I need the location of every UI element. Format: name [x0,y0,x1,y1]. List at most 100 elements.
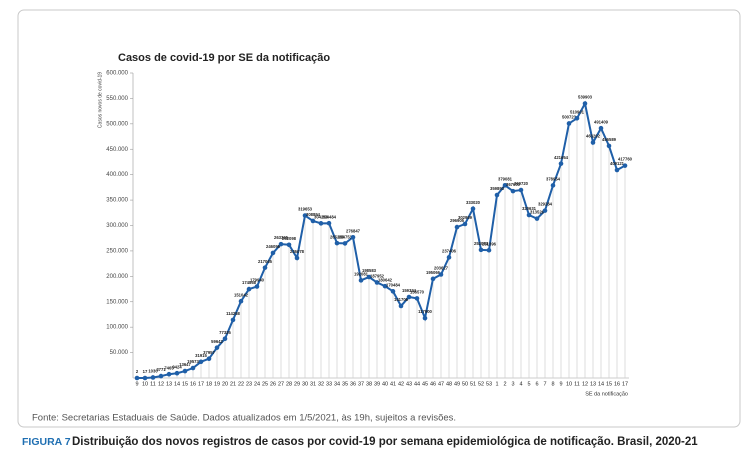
point [294,255,300,261]
data-label: 19573 [187,359,199,364]
data-label: 510901 [570,109,585,114]
x-tick-label: 22 [238,381,244,387]
x-tick-label: 4 [519,381,522,387]
x-tick-label: 41 [390,381,396,387]
point [318,221,324,226]
x-tick-label: 10 [566,381,572,387]
point [534,216,540,221]
data-label: 500723 [562,115,577,120]
x-tick-label: 2 [503,381,506,387]
point [398,303,404,309]
data-label: 7465 [164,365,174,370]
x-tick-label: 13 [590,381,596,387]
point [414,296,420,301]
x-tick-label: 39 [374,381,380,387]
data-label: 236078 [290,249,305,254]
data-label: 491409 [594,119,609,124]
x-tick-label: 17 [198,381,204,387]
x-tick-label: 52 [478,381,484,387]
data-label: 421654 [554,155,569,160]
x-tick-label: 10 [142,381,148,387]
point [454,224,460,230]
y-tick-label: 250.000 [106,248,128,254]
point [182,368,188,374]
x-tick-label: 21 [230,381,236,387]
data-label: 539903 [578,95,593,100]
x-tick-label: 26 [270,381,276,387]
point [230,317,236,323]
data-label: 17 [143,369,148,374]
x-tick-label: 31 [310,381,316,387]
x-tick-label: 7 [543,381,546,387]
data-label: 264751 [338,235,353,240]
data-label: 262098 [282,236,297,241]
chart-title: Casos de covid-19 por SE da notificação [118,52,330,64]
point [222,336,228,341]
x-tick-label: 34 [334,381,340,387]
point [286,242,292,248]
data-label: 9424 [172,364,182,369]
point [526,212,532,218]
chart-frame [17,9,741,428]
y-tick-label: 500.000 [106,121,128,127]
data-label: 359893 [490,186,505,191]
data-label: 367600 [506,182,521,187]
x-tick-label: 28 [286,381,292,387]
point [462,221,468,227]
point [598,125,604,131]
point [166,371,172,377]
point [374,280,380,285]
data-label: 319653 [298,207,313,212]
data-label: 304263 [314,214,329,219]
data-label: 141708 [394,297,409,302]
y-tick-label: 450.000 [106,147,128,153]
data-label: 37957 [203,350,215,355]
point [214,345,220,350]
data-label: 2 [136,369,139,374]
data-label: 180642 [378,277,393,282]
data-label: 409121 [610,161,625,166]
point [478,247,484,253]
x-tick-label: 53 [486,381,492,387]
data-label: 276847 [346,228,361,233]
y-tick-label: 50.000 [110,350,129,356]
x-tick-label: 5 [527,381,530,387]
x-tick-label: 12 [158,381,164,387]
y-tick-label: 100.000 [106,325,128,331]
y-tick-label: 400.000 [106,172,128,178]
x-tick-label: 37 [358,381,364,387]
x-tick-label: 33 [326,381,332,387]
point [422,315,428,321]
point [190,365,196,371]
x-tick-label: 16 [614,381,620,387]
x-tick-label: 11 [574,381,580,387]
data-label: 302959 [458,215,473,220]
y-tick-label: 300.000 [106,223,128,229]
data-label: 333020 [466,200,481,205]
data-label: 13647 [179,362,191,367]
point [270,250,276,256]
x-tick-label: 32 [318,381,324,387]
data-label: 217065 [258,259,273,264]
point [158,373,164,379]
x-tick-label: 18 [206,381,212,387]
x-tick-label: 9 [135,381,138,387]
x-tick-label: 16 [190,381,196,387]
point [486,247,492,253]
point [310,218,316,224]
x-tick-label: 15 [182,381,188,387]
data-label: 463292 [586,134,601,139]
point [350,234,356,240]
x-tick-label: 15 [606,381,612,387]
point [518,187,524,193]
data-label: 31915 [195,353,207,358]
data-label: 378954 [546,176,561,181]
point [558,161,564,166]
data-label: 170484 [386,282,401,287]
x-tick-label: 47 [438,381,444,387]
x-tick-label: 40 [382,381,388,387]
point [302,213,308,218]
data-label: 252064 [474,241,489,246]
